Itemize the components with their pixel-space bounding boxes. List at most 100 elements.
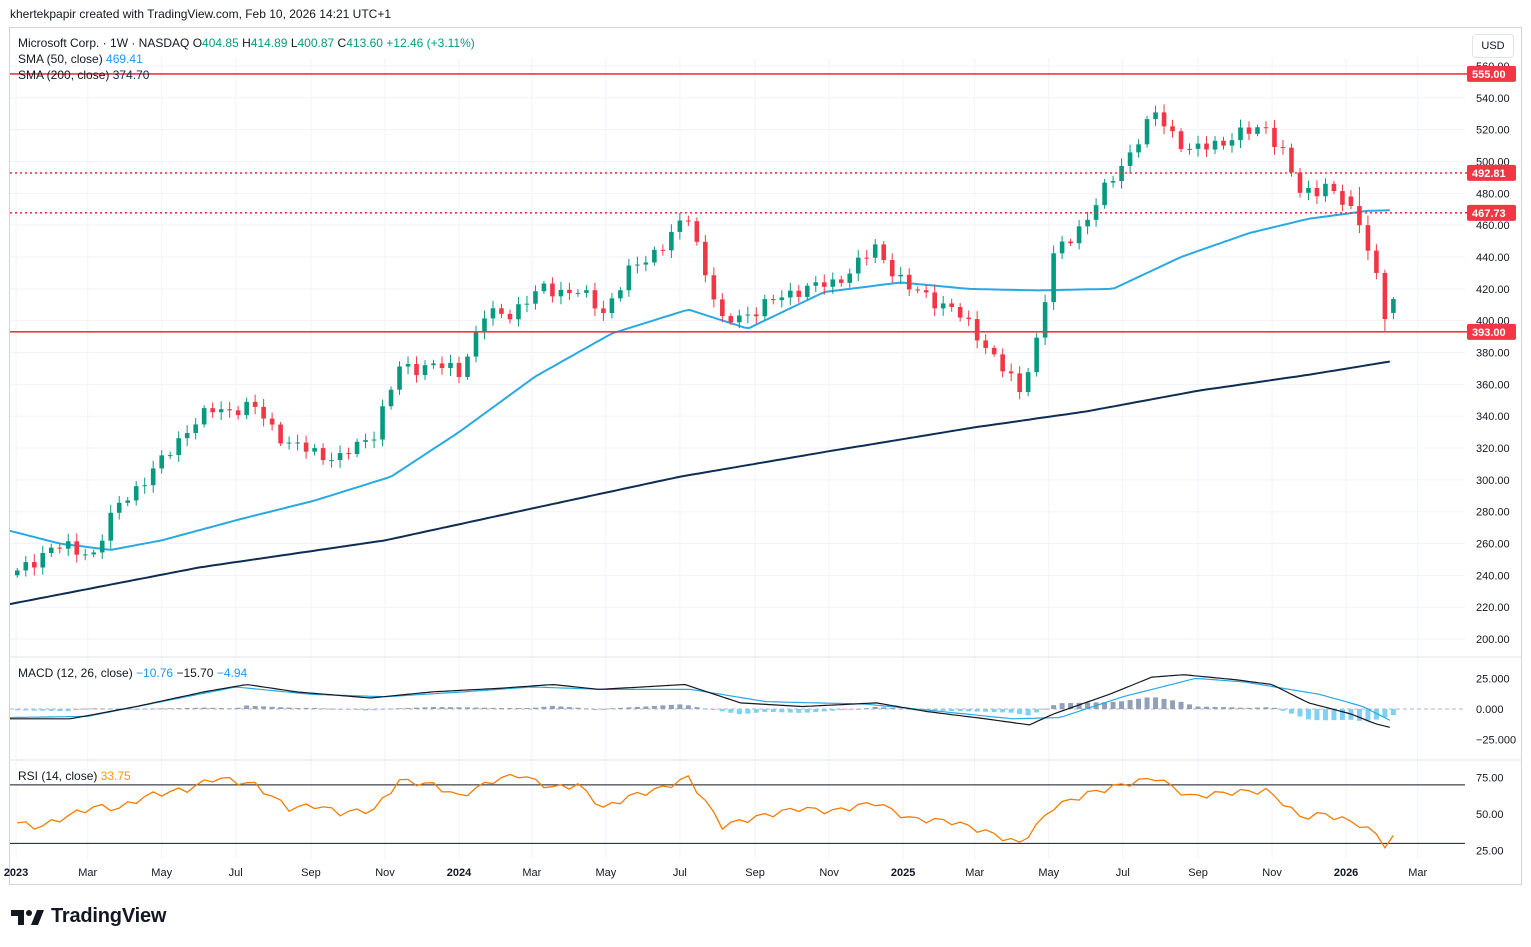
candle-up [125,500,131,503]
time-tick-label: Mar [78,867,97,879]
macd-histogram-bar [269,706,275,709]
rsi-line [17,773,1394,849]
candle-down [278,424,283,444]
macd-value-2: −15.70 [176,666,214,680]
candle-down [414,364,419,376]
candle-down [889,260,895,277]
macd-histogram-bar [397,708,403,710]
candle-up [677,220,683,232]
price-tick-label: 520.00 [1476,125,1510,137]
macd-histogram-bar [770,709,776,712]
candle-down [1204,143,1209,150]
macd-histogram-bar [974,709,980,712]
candle-up [482,318,487,332]
price-tick-label: 220.00 [1476,602,1510,614]
macd-histogram-bar [821,709,827,712]
macd-histogram-bar [312,707,318,709]
macd-histogram-bar [660,705,666,709]
candle-up [1306,187,1311,193]
candle-up [363,440,368,442]
macd-histogram-bar [1322,709,1328,721]
low-label: L [290,36,298,50]
macd-histogram-bar [227,708,233,710]
currency-button[interactable]: USD [1472,34,1514,58]
candle-up [652,249,657,263]
macd-histogram-bar [91,708,97,710]
chart-frame [9,27,1522,885]
candle-down [966,317,971,320]
candle-up [1255,127,1260,134]
macd-histogram-bar [719,709,725,712]
candle-down [796,290,802,297]
macd-histogram-bar [1263,707,1269,709]
macd-histogram-bar [1178,701,1184,709]
candle-up [1076,226,1082,244]
candle-up [1102,182,1107,206]
candle-down [694,221,700,242]
candle-down [235,410,241,416]
open-label: O [192,36,203,50]
candle-up [218,409,224,413]
macd-histogram-bar [193,707,199,709]
macd-histogram-bar [592,708,598,710]
candle-up [669,231,674,251]
candle-down [660,249,666,251]
macd-histogram-bar [1034,709,1040,713]
macd-histogram [14,697,1396,721]
close-value: 413.60 [346,36,383,50]
macd-histogram-bar [1238,707,1244,709]
candle-up [312,448,317,452]
macd-histogram-bar [575,707,581,709]
candle-up [855,257,861,274]
macd-histogram-bar [388,708,394,710]
macd-histogram-bar [252,705,258,709]
candle-down [567,289,572,294]
candle-up [371,439,377,441]
macd-histogram-bar [1102,702,1108,709]
candle-down [1068,241,1073,244]
macd-histogram-bar [600,708,606,710]
time-tick-label: Mar [522,867,541,879]
tradingview-logo-icon [11,909,44,925]
price-tick-label: 200.00 [1476,634,1510,646]
macd-histogram-bar [456,707,462,709]
candle-down [932,292,937,309]
time-tick-label: Jul [673,867,687,879]
candle-down [269,418,275,425]
macd-histogram-bar [244,705,250,709]
candle-up [1187,148,1192,150]
macd-histogram-bar [609,708,615,710]
macd-histogram-bar [74,709,80,711]
candle-up [643,262,649,265]
level-badge-label: 467.73 [1472,208,1506,220]
time-tick-label: Jul [229,867,243,879]
macd-histogram-bar [57,709,63,712]
time-tick-label: May [1038,867,1059,879]
macd-histogram-bar [1076,702,1082,709]
candle-down [923,290,929,293]
time-tick-label: Mar [1408,867,1427,879]
candle-down [1000,354,1005,372]
candle-up [804,285,810,297]
close-label: C [337,36,347,50]
candle-down [821,282,827,287]
macd-histogram-bar [949,709,955,712]
macd-histogram-bar [1119,701,1125,709]
time-tick-label: Nov [819,867,839,879]
macd-histogram-bar [728,709,734,713]
candle-up [940,303,946,309]
macd-histogram-bar [1187,704,1193,709]
level-badge [1467,204,1516,221]
candle-down [439,363,445,368]
time-tick-label: 2025 [891,867,915,879]
candle-up [184,433,190,439]
macd-axis: 25.000 0.000 −25.000 [1476,673,1516,746]
price-tick-label: 260.00 [1476,539,1510,551]
candle-up [1110,181,1116,183]
macd-histogram-bar [1025,709,1031,716]
macd-histogram-bar [1144,697,1150,709]
high-value: 414.89 [250,36,288,50]
candle-up [1144,119,1150,145]
macd-histogram-bar [431,707,437,709]
